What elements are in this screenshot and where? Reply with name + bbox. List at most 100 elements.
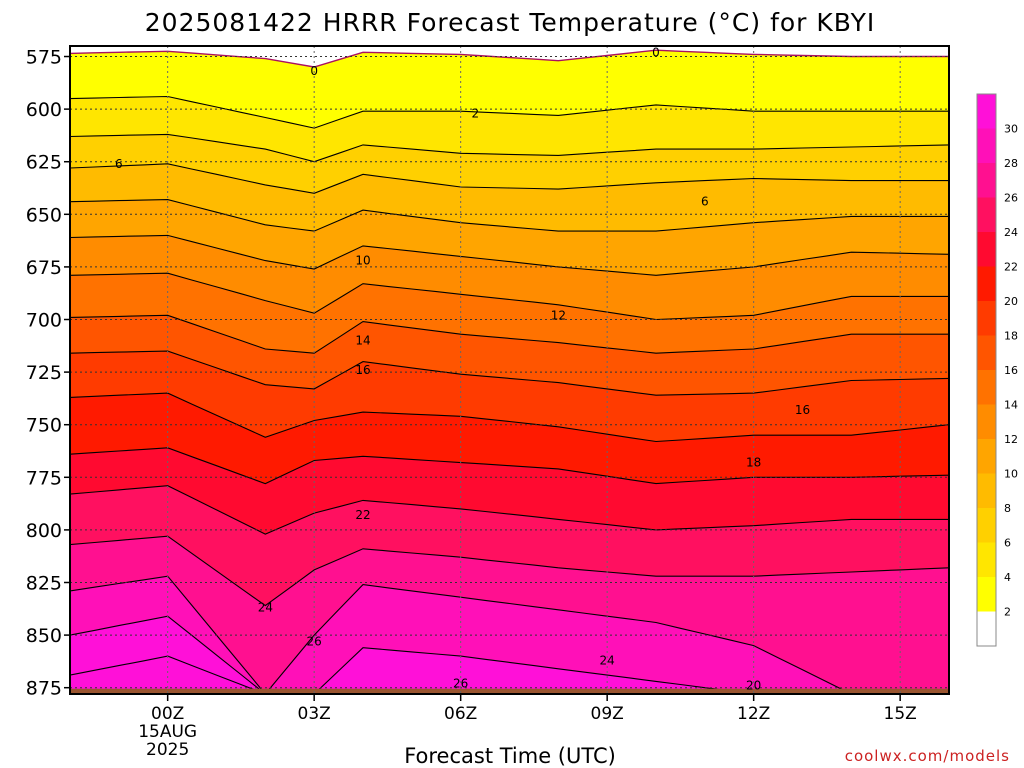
colorbar-tick-label: 8 (1004, 502, 1011, 515)
contour-line (70, 535, 949, 607)
contour-label: 14 (355, 334, 370, 348)
contour-label: 0 (652, 45, 660, 59)
contour-label: 24 (258, 601, 273, 615)
x-tick-label: 09Z (591, 704, 624, 724)
y-tick-label: 650 (26, 204, 62, 226)
y-tick-label: 700 (26, 310, 62, 332)
colorbar-swatch (977, 94, 996, 129)
x-tick-sublabel: 15AUG (138, 722, 197, 742)
contour-label: 24 (600, 653, 615, 667)
chart-title: 2025081422 HRRR Forecast Temperature (°C… (145, 8, 875, 37)
temperature-bands (70, 46, 949, 694)
x-tick-label: 03Z (298, 704, 331, 724)
colorbar-swatch (977, 335, 996, 370)
y-tick-label: 625 (26, 152, 62, 174)
colorbar-tick-label: 30 (1004, 123, 1018, 136)
contour-line (70, 314, 949, 354)
contour-label: 20 (746, 679, 761, 693)
contour-line (70, 272, 949, 321)
x-tick-label: 00Z (151, 704, 184, 724)
y-axis: 575 600 625 650 675 700 725 750 775 800 825 850 875 (26, 47, 70, 700)
colorbar-swatch (977, 163, 996, 198)
contour-line (70, 350, 949, 396)
colorbar-tick-label: 2 (1004, 606, 1011, 619)
colorbar-tick-label: 14 (1004, 399, 1018, 412)
contour-line (70, 392, 949, 443)
contour-line (70, 447, 949, 485)
y-tick-label: 850 (26, 625, 62, 647)
y-tick-label: 775 (26, 467, 62, 489)
colorbar-tick-label: 6 (1004, 537, 1011, 550)
colorbar-swatch (977, 266, 996, 301)
colorbar-tick-label: 4 (1004, 571, 1011, 584)
colorbar-tick-label: 12 (1004, 433, 1018, 446)
y-tick-label: 825 (26, 572, 62, 594)
contour-line (70, 199, 949, 232)
y-tick-label: 750 (26, 415, 62, 437)
ground-layer (70, 688, 949, 694)
contour-label: 18 (746, 456, 761, 470)
contour-label: 10 (355, 254, 370, 268)
contour-line (70, 95, 949, 129)
contour-line (70, 615, 949, 694)
contour-label: 6 (701, 195, 709, 209)
y-tick-label: 875 (26, 678, 62, 700)
colorbar-swatch (977, 439, 996, 474)
colorbar-swatch (977, 232, 996, 267)
colorbar-tick-label: 20 (1004, 295, 1018, 308)
contour-label: 6 (115, 157, 123, 171)
contour-line (70, 133, 949, 163)
contour-line (70, 485, 949, 535)
colorbar-tick-label: 22 (1004, 261, 1018, 274)
colorbar-tick-label: 28 (1004, 157, 1018, 170)
contour-label: 12 (551, 308, 566, 322)
contour-label: 16 (795, 403, 810, 417)
x-tick-label: 15Z (884, 704, 917, 724)
colorbar-swatch (977, 404, 996, 439)
colorbar-swatch (977, 577, 996, 612)
y-tick-label: 575 (26, 47, 62, 69)
contour-line (70, 163, 949, 194)
contour-line (70, 655, 949, 694)
colorbar-frame (976, 93, 997, 647)
contour-lines (70, 49, 949, 694)
contour-label: 2 (471, 106, 479, 120)
contour-label: 26 (453, 676, 468, 690)
contour-label: 16 (355, 363, 370, 377)
x-axis-label: Forecast Time (UTC) (404, 744, 616, 768)
grid (70, 46, 949, 694)
colorbar-tick-label: 10 (1004, 468, 1018, 481)
colorbar-swatch (977, 128, 996, 163)
plot-frame (69, 45, 950, 695)
credit-text: coolwx.com/models (845, 747, 1010, 765)
x-tick-label: 12Z (737, 704, 770, 724)
colorbar-swatch (977, 301, 996, 336)
y-tick-label: 600 (26, 99, 62, 121)
y-tick-label: 675 (26, 257, 62, 279)
colorbar-swatch (977, 473, 996, 508)
y-tick-label: 800 (26, 520, 62, 542)
contour-label: 0 (310, 64, 318, 78)
colorbar-swatch (977, 370, 996, 405)
x-tick-label: 06Z (444, 704, 477, 724)
colorbar-tick-label: 16 (1004, 364, 1018, 377)
contour-label: 26 (307, 634, 322, 648)
colorbar-tick-label: 26 (1004, 192, 1018, 205)
colorbar-swatch (977, 611, 996, 646)
contour-line (70, 234, 949, 276)
colorbar-swatch (977, 508, 996, 543)
colorbar-tick-label: 24 (1004, 226, 1018, 239)
colorbar-swatch (977, 542, 996, 577)
contour-label: 22 (355, 508, 370, 522)
temperature-band (70, 576, 949, 694)
colorbar-tick-label: 18 (1004, 330, 1018, 343)
x-tick-sublabel: 2025 (146, 740, 189, 760)
colorbar-swatch (977, 197, 996, 232)
contour-line (70, 49, 949, 68)
y-tick-label: 725 (26, 362, 62, 384)
